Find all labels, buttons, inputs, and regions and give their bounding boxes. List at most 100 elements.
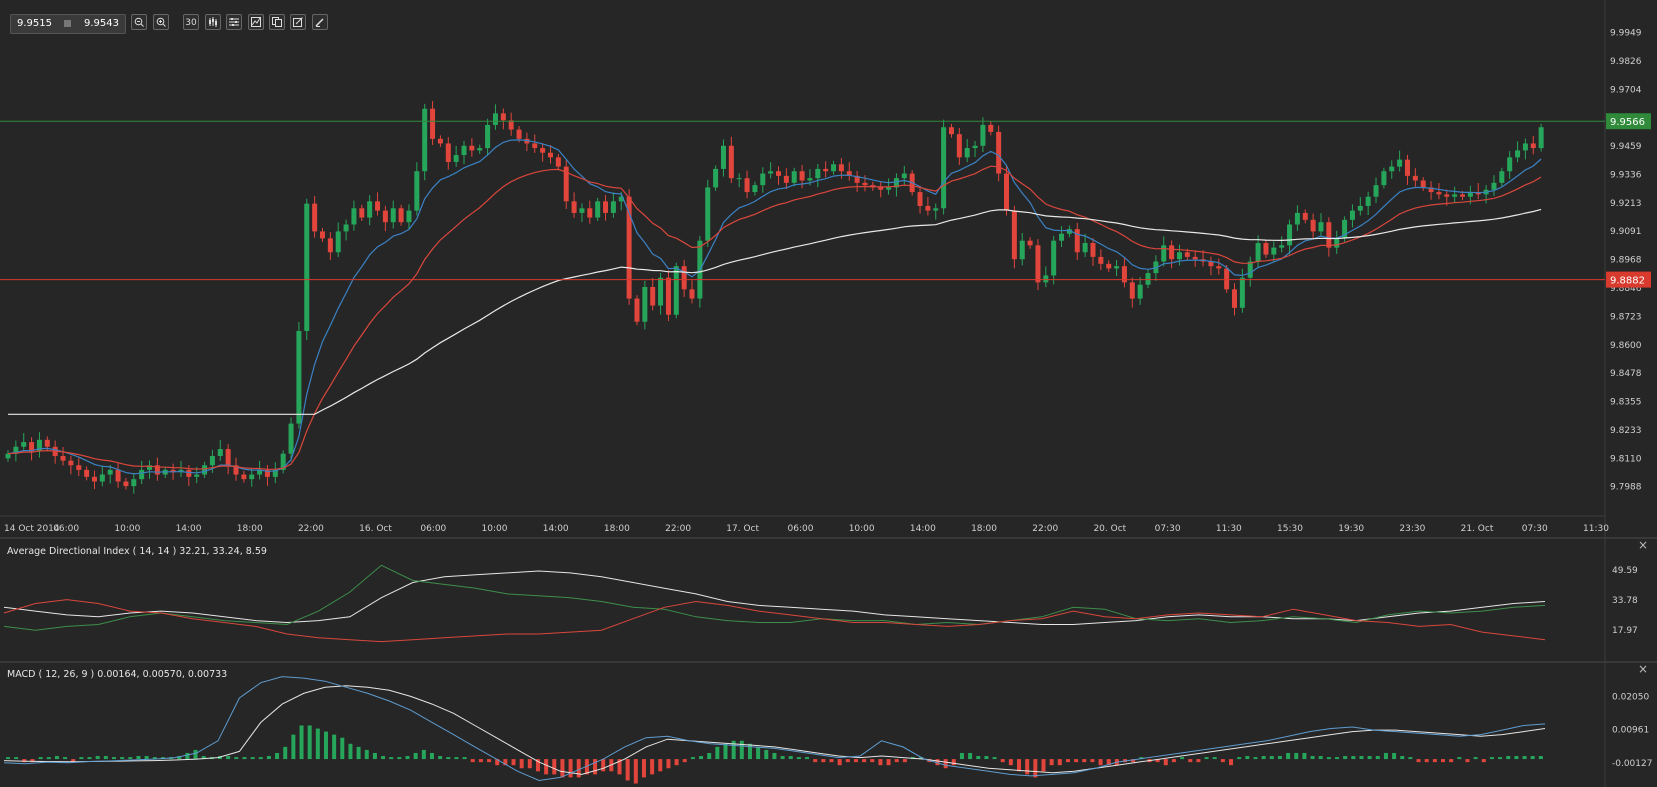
macd-bar-positive <box>446 757 451 760</box>
macd-bar-negative <box>1082 759 1087 763</box>
candle-up <box>21 442 27 447</box>
pen-icon[interactable] <box>312 14 328 30</box>
candle-down <box>728 145 734 179</box>
price-level-tag-green <box>1606 113 1651 130</box>
macd-bar-positive <box>715 746 720 760</box>
macd-bar-positive <box>103 756 108 760</box>
candle-up <box>1452 194 1458 197</box>
candle-up <box>422 108 428 172</box>
price-tick-label: 9.8968 <box>1610 256 1642 266</box>
macd-bar-negative <box>503 759 508 766</box>
time-tick-label: 06:00 <box>420 524 446 534</box>
time-tick-label: 17. Oct <box>726 524 759 534</box>
candle-down <box>776 171 781 176</box>
time-tick-label: 06:00 <box>788 524 814 534</box>
zoom-out-icon[interactable] <box>131 14 147 30</box>
macd-bar-negative <box>1025 759 1030 775</box>
macd-bar-negative <box>617 759 622 775</box>
close-panel-icon: × <box>1638 538 1648 552</box>
macd-bar-negative <box>1424 759 1429 763</box>
candle-down <box>626 196 632 299</box>
macd-bar-negative <box>495 759 500 766</box>
macd-bar-negative <box>650 759 655 775</box>
candle-up <box>194 474 200 477</box>
timeframe-icon[interactable]: 30 <box>183 14 199 30</box>
macd-bar-positive <box>780 756 785 760</box>
macd-bar-positive <box>152 757 157 760</box>
candle-up <box>980 124 986 146</box>
macd-bar-negative <box>601 759 606 772</box>
macd-bar-positive <box>1522 756 1527 760</box>
candle-down <box>359 208 365 218</box>
candle-up <box>1365 196 1371 206</box>
edit-icon[interactable] <box>290 14 306 30</box>
candle-up <box>304 203 310 331</box>
macd-bar-negative <box>1188 759 1193 763</box>
time-tick-label: 20. Oct <box>1093 524 1126 534</box>
candle-down <box>1090 243 1096 257</box>
candle-up <box>791 171 797 183</box>
price-tick-label: 9.8233 <box>1610 426 1642 436</box>
macd-bar-positive <box>95 756 100 760</box>
templates-icon[interactable] <box>269 14 285 30</box>
time-tick-label: 18:00 <box>237 524 263 534</box>
time-tick-label: 11:30 <box>1583 524 1609 534</box>
candle-up <box>1161 245 1167 262</box>
candle-down <box>1074 229 1080 253</box>
drawing-icon[interactable] <box>248 14 264 30</box>
macd-bar-positive <box>1538 756 1543 760</box>
macd-bar-negative <box>633 759 638 784</box>
candle-up <box>414 171 420 211</box>
candle-up <box>13 446 19 454</box>
candle-down <box>29 442 35 452</box>
candle-down <box>1027 240 1033 246</box>
candle-down <box>430 108 436 139</box>
candle-down <box>783 175 789 183</box>
candle-down <box>878 187 884 190</box>
macd-bar-positive <box>1245 756 1250 760</box>
macd-bar-positive <box>226 756 231 760</box>
candle-up <box>618 196 624 202</box>
macd-bar-positive <box>421 749 426 760</box>
macd-bar-negative <box>658 759 663 772</box>
macd-bar-positive <box>1261 756 1266 760</box>
candle-down <box>1302 212 1308 220</box>
macd-bar-positive <box>307 725 312 760</box>
candle-down <box>948 127 954 135</box>
candle-up <box>485 124 491 149</box>
candle-down <box>115 469 121 482</box>
candle-down <box>327 238 333 253</box>
macd-bar-positive <box>323 731 328 760</box>
candle-up <box>1176 252 1182 260</box>
candle-up <box>1467 192 1473 197</box>
zoom-in-icon[interactable] <box>153 14 169 30</box>
macd-bar-negative <box>1106 759 1111 766</box>
candle-up <box>1239 277 1245 308</box>
macd-bar-positive <box>193 749 198 760</box>
candle-down <box>571 201 577 213</box>
macd-bar-positive <box>332 734 337 760</box>
candle-up <box>99 474 105 482</box>
candle-down <box>1098 256 1104 264</box>
indicators-icon[interactable] <box>226 14 242 30</box>
macd-line-blue <box>3 676 1546 782</box>
macd-bar-positive <box>1408 757 1413 760</box>
macd-bar-positive <box>723 743 728 760</box>
candle-up <box>1381 171 1387 186</box>
macd-bar-positive <box>201 756 206 760</box>
candle-up <box>1247 261 1253 278</box>
chart-type-icon[interactable] <box>205 14 221 30</box>
macd-bar-negative <box>1098 759 1103 766</box>
bid-ask-display[interactable]: 9.9515 9.9543 <box>10 14 126 34</box>
candle-up <box>886 187 892 190</box>
price-level-label: 9.9566 <box>1610 117 1645 128</box>
candle-down <box>1232 289 1238 308</box>
macd-bar-negative <box>894 759 899 763</box>
macd-bar-positive <box>1318 756 1323 760</box>
macd-bar-positive <box>1277 756 1282 760</box>
candle-up <box>1499 171 1505 183</box>
macd-bar-negative <box>666 759 671 769</box>
price-tick-label: 9.9704 <box>1610 85 1642 95</box>
candle-down <box>1106 263 1112 269</box>
